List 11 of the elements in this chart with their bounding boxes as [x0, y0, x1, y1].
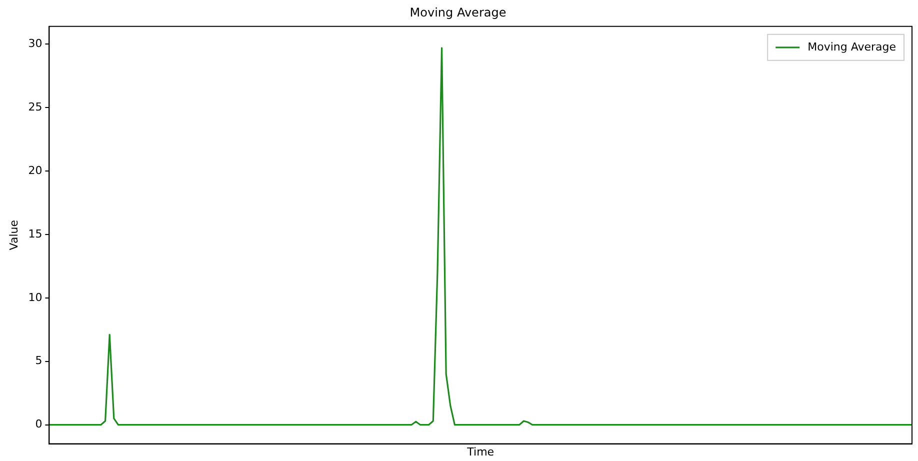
x-axis-title: Time: [466, 445, 494, 458]
chart-title: Moving Average: [410, 5, 506, 20]
y-tick-label: 20: [28, 164, 42, 177]
y-tick-label: 25: [28, 100, 42, 114]
legend-label: Moving Average: [808, 40, 896, 54]
y-tick-label: 30: [28, 37, 42, 50]
y-tick-label: 5: [35, 354, 42, 368]
y-tick-label: 15: [28, 227, 42, 240]
y-tick-label: 10: [28, 290, 42, 304]
y-axis-title: Value: [7, 220, 20, 250]
y-tick-label: 0: [35, 418, 42, 431]
